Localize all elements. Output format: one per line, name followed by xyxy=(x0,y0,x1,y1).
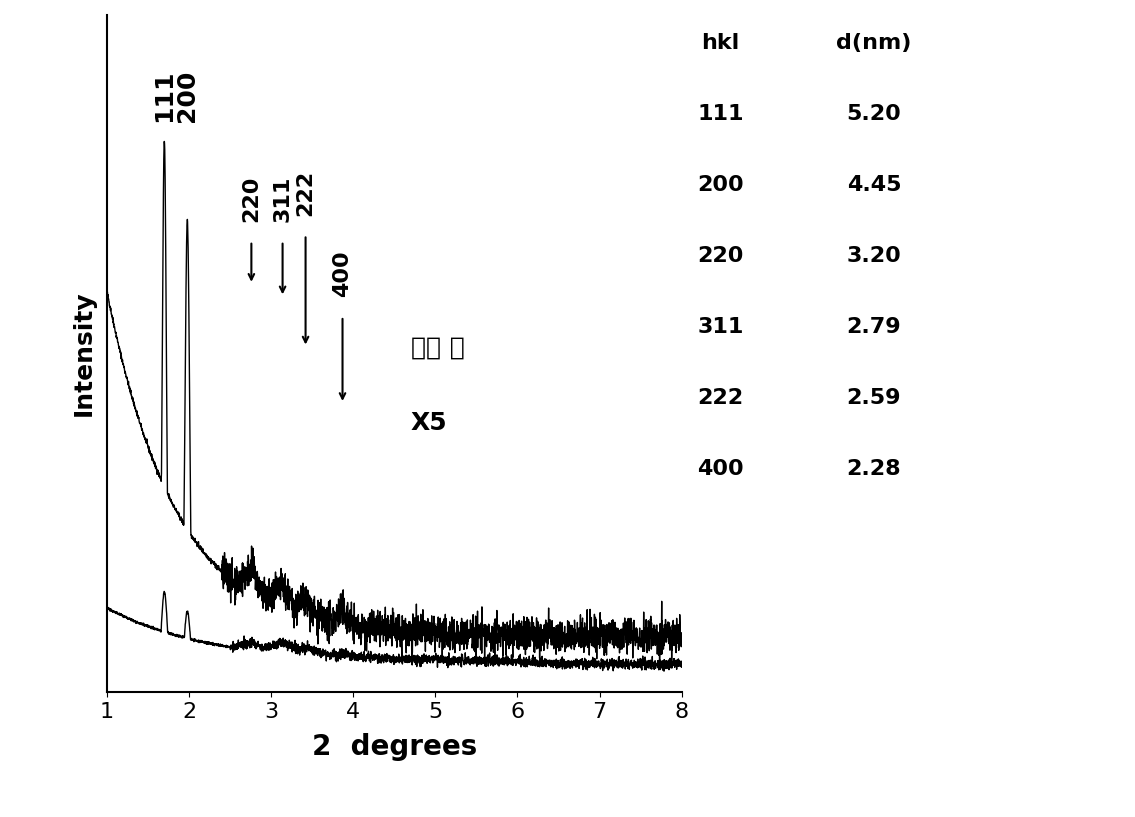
Text: 5.20: 5.20 xyxy=(847,104,901,123)
Text: 煽烧 前: 煽烧 前 xyxy=(411,336,464,359)
Text: 4.45: 4.45 xyxy=(847,175,901,194)
Y-axis label: Intensity: Intensity xyxy=(72,291,95,417)
Text: X5: X5 xyxy=(411,411,447,435)
Text: 2.79: 2.79 xyxy=(847,317,901,337)
Text: 222: 222 xyxy=(698,388,743,408)
Text: d(nm): d(nm) xyxy=(836,33,911,52)
Text: 2.28: 2.28 xyxy=(847,459,901,479)
Text: 111: 111 xyxy=(698,104,743,123)
Text: 111: 111 xyxy=(152,69,176,122)
X-axis label: 2  degrees: 2 degrees xyxy=(312,733,477,761)
Text: 400: 400 xyxy=(333,251,353,297)
Text: 220: 220 xyxy=(242,176,261,222)
Text: 400: 400 xyxy=(697,459,745,479)
Text: 200: 200 xyxy=(697,175,745,194)
Text: 311: 311 xyxy=(272,176,293,222)
Text: 3.20: 3.20 xyxy=(847,246,901,266)
Text: 222: 222 xyxy=(295,170,316,216)
Text: 311: 311 xyxy=(698,317,743,337)
Text: hkl: hkl xyxy=(701,33,740,52)
Text: 220: 220 xyxy=(698,246,743,266)
Text: 200: 200 xyxy=(175,69,199,122)
Text: 2.59: 2.59 xyxy=(847,388,901,408)
